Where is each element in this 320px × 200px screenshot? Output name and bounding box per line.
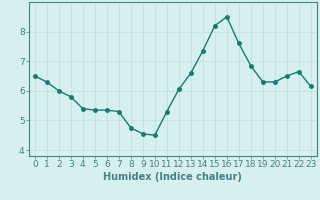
X-axis label: Humidex (Indice chaleur): Humidex (Indice chaleur) <box>103 172 242 182</box>
